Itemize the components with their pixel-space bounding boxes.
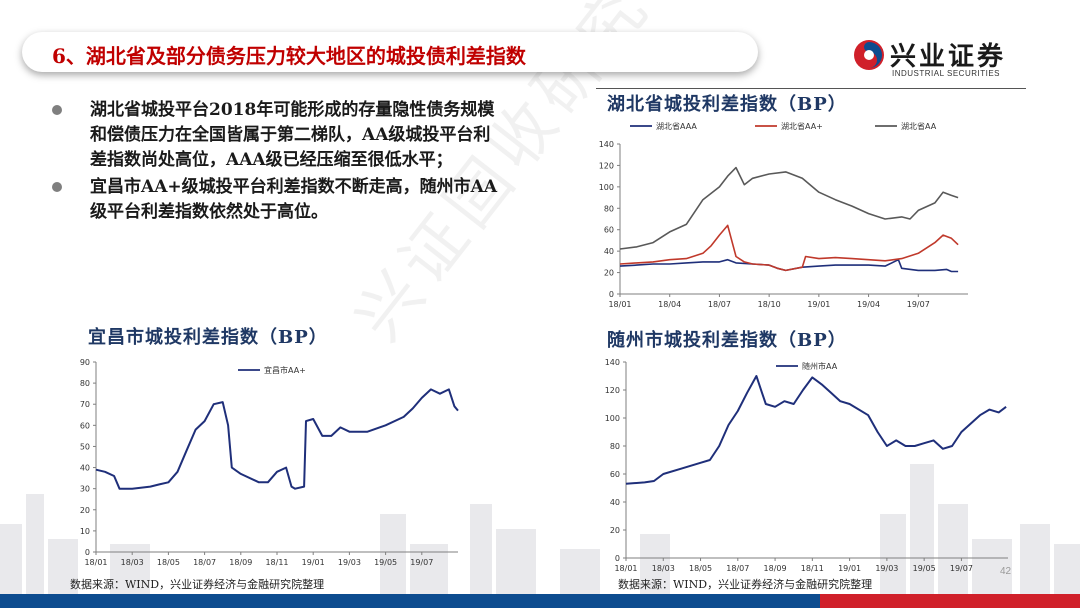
chart-title-suizhou: 随州市城投利差指数（BP） bbox=[607, 330, 847, 351]
chart-title-yichang: 宜昌市城投利差指数（BP） bbox=[88, 327, 328, 348]
x-tick-label: 19/07 bbox=[950, 564, 973, 573]
x-tick-label: 18/05 bbox=[157, 558, 180, 567]
y-tick-label: 30 bbox=[80, 485, 90, 494]
x-tick-label: 18/01 bbox=[84, 558, 107, 567]
y-tick-label: 40 bbox=[80, 464, 90, 473]
bullet-dot-icon bbox=[52, 182, 62, 192]
source-note-left: 数据来源：WIND，兴业证券经济与金融研究院整理 bbox=[70, 578, 325, 591]
slide-title-bar: 6、湖北省及部分债务压力较大地区的城投债利差指数 bbox=[22, 32, 758, 72]
x-tick-label: 18/05 bbox=[689, 564, 712, 573]
x-tick-label: 19/04 bbox=[857, 300, 880, 309]
y-tick-label: 60 bbox=[610, 470, 620, 479]
y-tick-label: 0 bbox=[615, 554, 620, 563]
y-tick-label: 0 bbox=[609, 290, 614, 299]
y-tick-label: 20 bbox=[80, 506, 90, 515]
x-tick-label: 19/07 bbox=[907, 300, 930, 309]
legend-label: 宜昌市AA+ bbox=[264, 365, 306, 375]
header-divider bbox=[596, 88, 1026, 89]
y-tick-label: 40 bbox=[610, 498, 620, 507]
y-tick-label: 140 bbox=[605, 358, 620, 367]
slide-title: 6、湖北省及部分债务压力较大地区的城投债利差指数 bbox=[52, 44, 526, 68]
y-tick-label: 80 bbox=[610, 442, 620, 451]
bullet-item: 湖北省城投平台2018年可能形成的存量隐性债务规模和偿债压力在全国皆属于第二梯队… bbox=[52, 98, 502, 173]
x-tick-label: 18/07 bbox=[726, 564, 749, 573]
source-note-right: 数据来源：WIND，兴业证券经济与金融研究院整理 bbox=[618, 578, 873, 591]
y-tick-label: 0 bbox=[85, 548, 90, 557]
chart-title-hubei: 湖北省城投利差指数（BP） bbox=[607, 94, 847, 115]
chart-hubei: 0 20 40 60 80 100 120 140 18/01 18/04 18/07 18/10 19… bbox=[599, 121, 968, 309]
bullet-item: 宜昌市AA+级城投平台利差指数不断走高，随州市AA级平台利差指数依然处于高位。 bbox=[52, 175, 502, 225]
series-line-3 bbox=[619, 166, 959, 250]
x-tick-label: 19/07 bbox=[410, 558, 433, 567]
legend-label: 湖北省AA+ bbox=[781, 121, 823, 131]
y-tick-label: 80 bbox=[604, 204, 614, 213]
x-tick-label: 18/03 bbox=[652, 564, 675, 573]
bullet-list: 湖北省城投平台2018年可能形成的存量隐性债务规模和偿债压力在全国皆属于第二梯队… bbox=[52, 98, 502, 225]
legend-label: 湖北省AAA bbox=[656, 121, 697, 131]
y-tick-label: 20 bbox=[604, 269, 614, 278]
logo-english-text: INDUSTRIAL SECURITIES bbox=[892, 69, 1000, 78]
y-tick-label: 50 bbox=[80, 442, 90, 451]
y-tick-label: 120 bbox=[605, 386, 620, 395]
y-tick-label: 140 bbox=[599, 140, 614, 149]
logo-chinese-text: 兴业证券 bbox=[890, 42, 1007, 72]
x-tick-label: 18/01 bbox=[614, 564, 637, 573]
x-tick-label: 18/07 bbox=[708, 300, 731, 309]
x-tick-label: 18/04 bbox=[658, 300, 681, 309]
y-tick-label: 80 bbox=[80, 379, 90, 388]
x-tick-label: 19/01 bbox=[807, 300, 830, 309]
footer-bar-blue bbox=[0, 594, 820, 608]
x-tick-label: 18/10 bbox=[758, 300, 781, 309]
chart-yichang: 0 10 20 30 40 50 60 70 80 90 18/01 18/03 18/05 18/07 1… bbox=[80, 358, 459, 567]
x-tick-label: 19/03 bbox=[338, 558, 361, 567]
y-tick-label: 70 bbox=[80, 400, 90, 409]
x-tick-label: 19/05 bbox=[374, 558, 397, 567]
y-tick-label: 60 bbox=[604, 226, 614, 235]
y-tick-label: 20 bbox=[610, 526, 620, 535]
x-tick-label: 18/11 bbox=[801, 564, 824, 573]
x-tick-label: 18/11 bbox=[265, 558, 288, 567]
page-number: 42 bbox=[1000, 566, 1012, 577]
x-tick-label: 18/01 bbox=[608, 300, 631, 309]
series-line-1 bbox=[625, 375, 1007, 485]
legend-label: 随州市AA bbox=[802, 361, 838, 371]
y-tick-label: 100 bbox=[599, 183, 614, 192]
x-tick-label: 18/09 bbox=[764, 564, 787, 573]
y-tick-label: 40 bbox=[604, 247, 614, 256]
y-tick-label: 120 bbox=[599, 161, 614, 170]
y-tick-label: 10 bbox=[80, 527, 90, 536]
series-line-1 bbox=[95, 388, 459, 490]
footer-bar-red bbox=[820, 594, 1080, 608]
chart-suizhou: 0 20 40 60 80 100 120 140 18/01 18/03 18/05 18/07 18… bbox=[605, 358, 1008, 573]
y-tick-label: 90 bbox=[80, 358, 90, 367]
company-logo: 兴业证券 INDUSTRIAL SECURITIES bbox=[852, 36, 1032, 84]
legend-label: 湖北省AA bbox=[901, 121, 937, 131]
y-tick-label: 100 bbox=[605, 414, 620, 423]
logo-mark-icon bbox=[854, 40, 884, 70]
x-tick-label: 18/03 bbox=[121, 558, 144, 567]
x-tick-label: 18/09 bbox=[229, 558, 252, 567]
series-line-2 bbox=[619, 224, 959, 272]
bullet-text: 宜昌市AA+级城投平台利差指数不断走高，随州市AA级平台利差指数依然处于高位。 bbox=[90, 177, 498, 222]
y-tick-label: 60 bbox=[80, 421, 90, 430]
x-tick-label: 19/01 bbox=[302, 558, 325, 567]
x-tick-label: 19/03 bbox=[875, 564, 898, 573]
x-tick-label: 19/01 bbox=[838, 564, 861, 573]
x-tick-label: 18/07 bbox=[193, 558, 216, 567]
bullet-dot-icon bbox=[52, 105, 62, 115]
x-tick-label: 19/05 bbox=[913, 564, 936, 573]
bullet-text: 湖北省城投平台2018年可能形成的存量隐性债务规模和偿债压力在全国皆属于第二梯队… bbox=[90, 100, 495, 170]
